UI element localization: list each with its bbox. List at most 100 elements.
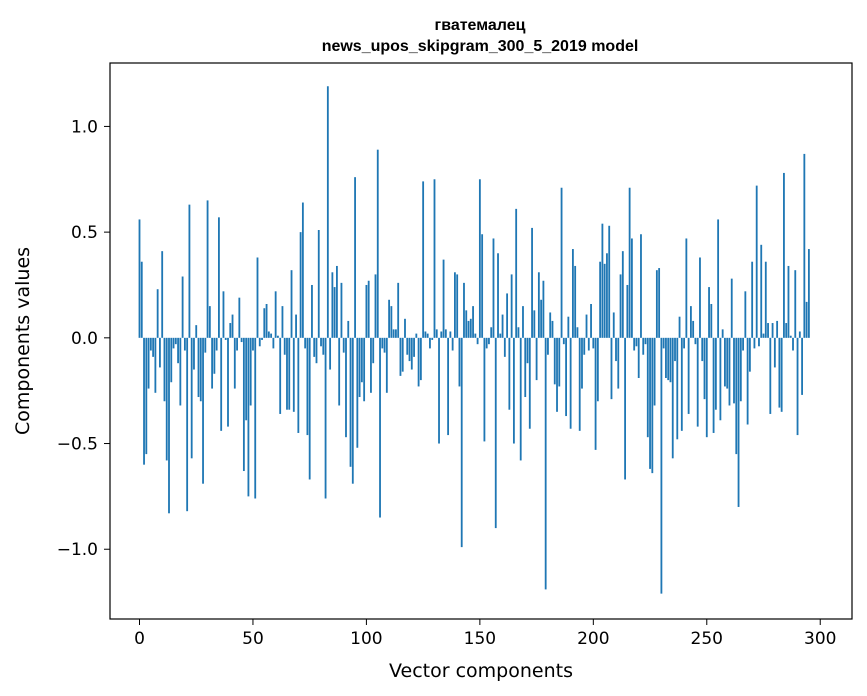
chart-title: гватемалец bbox=[435, 17, 526, 34]
bar-122 bbox=[415, 333, 418, 338]
bar-21 bbox=[186, 337, 189, 512]
bar-4 bbox=[147, 337, 150, 389]
bar-58 bbox=[270, 333, 273, 338]
bar-281 bbox=[776, 320, 779, 338]
bar-87 bbox=[336, 265, 338, 338]
bar-75 bbox=[308, 337, 311, 480]
bar-74 bbox=[306, 337, 309, 436]
bar-54 bbox=[261, 337, 263, 340]
bar-186 bbox=[560, 187, 563, 338]
bar-18 bbox=[179, 337, 182, 406]
bar-12 bbox=[165, 337, 168, 461]
bar-24 bbox=[193, 337, 195, 370]
bar-65 bbox=[286, 337, 288, 410]
bar-230 bbox=[660, 337, 663, 594]
bar-209 bbox=[612, 312, 615, 338]
bar-70 bbox=[297, 337, 300, 433]
bar-190 bbox=[569, 337, 572, 429]
bar-68 bbox=[292, 337, 295, 412]
bar-207 bbox=[608, 225, 611, 338]
bar-128 bbox=[429, 337, 431, 349]
bar-269 bbox=[748, 337, 751, 372]
bar-135 bbox=[444, 329, 447, 338]
bar-39 bbox=[227, 337, 229, 427]
bar-66 bbox=[288, 337, 291, 410]
bar-210 bbox=[615, 337, 617, 362]
bar-165 bbox=[512, 337, 515, 444]
bar-107 bbox=[381, 337, 384, 349]
bar-134 bbox=[442, 259, 445, 338]
bar-95 bbox=[354, 177, 356, 338]
bar-16 bbox=[174, 337, 177, 345]
bar-42 bbox=[233, 337, 236, 389]
bar-174 bbox=[533, 310, 536, 338]
bar-161 bbox=[503, 337, 506, 357]
bar-38 bbox=[224, 337, 227, 340]
bar-219 bbox=[635, 337, 638, 347]
bar-153 bbox=[485, 337, 488, 349]
bar-110 bbox=[388, 299, 391, 338]
bar-114 bbox=[397, 282, 400, 338]
y-tick-label: 1.0 bbox=[71, 117, 98, 137]
bar-170 bbox=[524, 337, 527, 398]
bar-294 bbox=[805, 301, 808, 338]
bar-60 bbox=[274, 291, 277, 338]
bar-234 bbox=[669, 337, 672, 383]
bar-284 bbox=[783, 172, 785, 338]
x-tick-label: 100 bbox=[350, 629, 382, 649]
bar-120 bbox=[410, 337, 413, 370]
bar-212 bbox=[619, 274, 622, 338]
bar-149 bbox=[476, 337, 479, 345]
bar-116 bbox=[401, 337, 404, 372]
bar-115 bbox=[399, 337, 402, 376]
bar-250 bbox=[705, 337, 708, 438]
bar-17 bbox=[177, 337, 179, 364]
bar-145 bbox=[467, 320, 470, 338]
bar-7 bbox=[154, 337, 157, 393]
bar-229 bbox=[658, 268, 661, 338]
bar-277 bbox=[767, 323, 769, 338]
bar-52 bbox=[256, 257, 259, 338]
bar-280 bbox=[773, 337, 776, 368]
bar-251 bbox=[708, 287, 710, 338]
bar-195 bbox=[581, 337, 583, 389]
bar-278 bbox=[769, 337, 772, 414]
bar-160 bbox=[501, 314, 504, 338]
bar-265 bbox=[739, 337, 742, 402]
bar-187 bbox=[562, 337, 565, 345]
bar-92 bbox=[347, 320, 350, 338]
bar-6 bbox=[152, 337, 155, 357]
bar-82 bbox=[324, 337, 327, 499]
bar-253 bbox=[712, 337, 715, 433]
bar-221 bbox=[640, 234, 642, 338]
bar-127 bbox=[426, 333, 429, 338]
bar-184 bbox=[556, 337, 558, 412]
bar-293 bbox=[803, 153, 806, 338]
bar-196 bbox=[583, 337, 586, 355]
bar-256 bbox=[719, 337, 722, 421]
bar-51 bbox=[254, 337, 257, 499]
bar-137 bbox=[449, 331, 452, 338]
bar-223 bbox=[644, 337, 647, 345]
bar-220 bbox=[637, 337, 640, 378]
bar-291 bbox=[798, 331, 801, 338]
bar-123 bbox=[417, 337, 420, 387]
bar-189 bbox=[567, 316, 570, 338]
bar-241 bbox=[685, 238, 688, 338]
bar-228 bbox=[655, 270, 658, 338]
bar-258 bbox=[724, 337, 726, 387]
bar-45 bbox=[240, 337, 243, 343]
bar-13 bbox=[168, 337, 170, 514]
bar-102 bbox=[370, 337, 372, 393]
bar-162 bbox=[506, 293, 509, 338]
bar-191 bbox=[571, 249, 574, 338]
bar-231 bbox=[662, 337, 665, 349]
bar-243 bbox=[689, 306, 692, 338]
bar-224 bbox=[646, 337, 649, 438]
bar-131 bbox=[435, 329, 438, 338]
bar-246 bbox=[696, 337, 699, 427]
bar-72 bbox=[301, 202, 304, 338]
bar-55 bbox=[263, 308, 266, 338]
bar-227 bbox=[653, 337, 656, 406]
bar-121 bbox=[413, 337, 415, 357]
